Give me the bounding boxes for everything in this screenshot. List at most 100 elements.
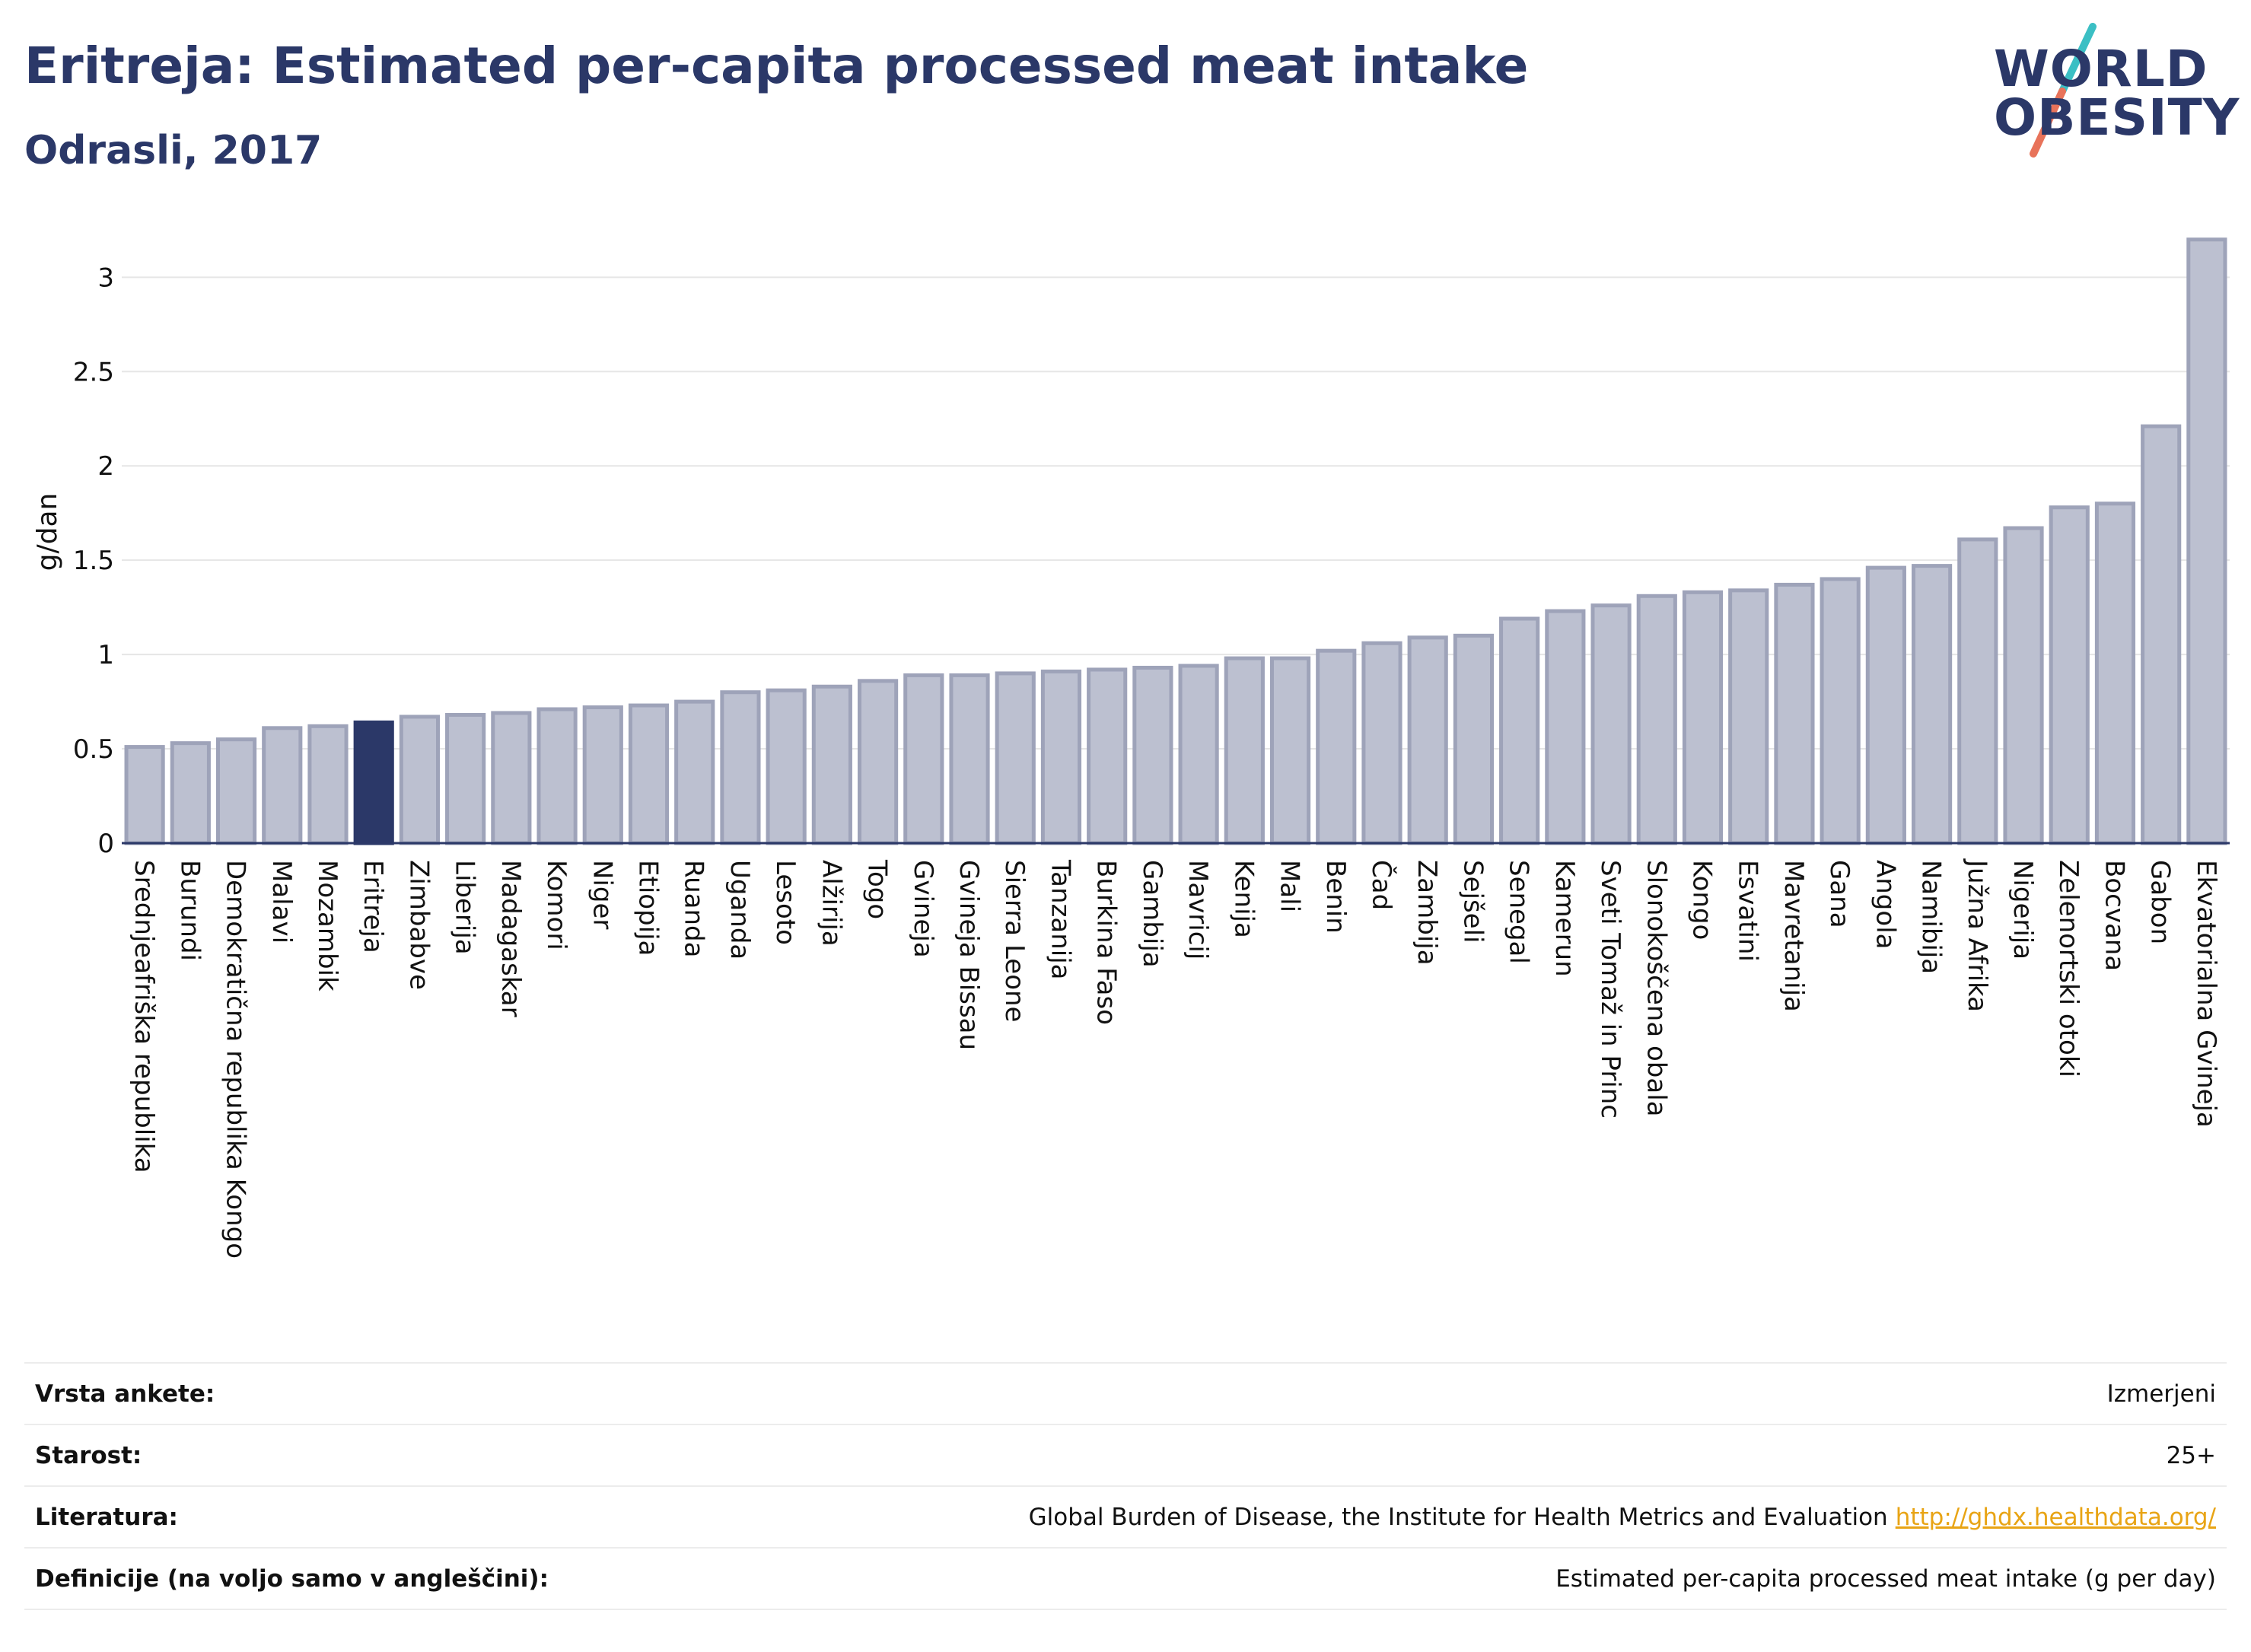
bar — [1774, 582, 1815, 845]
bar — [2186, 237, 2227, 845]
x-tick-label: Komori — [541, 860, 572, 950]
x-tick-label: Sierra Leone — [999, 860, 1030, 1022]
x-tick-label: Srednjeafriška republika — [129, 860, 159, 1173]
bar — [903, 673, 944, 845]
bar — [1865, 565, 1906, 845]
info-value: Izmerjeni — [2106, 1380, 2216, 1408]
bar — [2141, 424, 2182, 845]
bar — [1545, 609, 1586, 845]
world-obesity-logo[interactable]: WORLD OBESITY — [1979, 23, 2240, 160]
x-tick-label: Ruanda — [679, 860, 709, 957]
y-tick-label: 1 — [97, 640, 114, 670]
info-row-definition: Definicije (na voljo samo v angleščini):… — [24, 1549, 2227, 1610]
logo-line2: OBESITY — [1994, 88, 2240, 147]
info-value: 25+ — [2166, 1441, 2216, 1469]
bar — [2049, 505, 2090, 845]
bar — [1178, 664, 1219, 845]
x-tick-label: Zambija — [1412, 860, 1442, 966]
x-tick-label: Liberija — [450, 860, 480, 955]
x-tick-label: Senegal — [1504, 860, 1534, 964]
bar — [720, 690, 761, 845]
bar — [766, 688, 807, 845]
bar — [2003, 526, 2044, 845]
info-row-age: Starost: 25+ — [24, 1425, 2227, 1487]
bar — [2094, 501, 2136, 845]
y-axis-label: g/dan — [32, 493, 63, 571]
x-tick-label: Kamerun — [1549, 860, 1580, 977]
y-tick-label: 1.5 — [73, 546, 114, 576]
bar — [1361, 641, 1402, 845]
x-tick-label: Ekvatorialna Gvineja — [2191, 860, 2221, 1128]
info-table: Vrsta ankete: Izmerjeni Starost: 25+ Lit… — [24, 1362, 2227, 1610]
bar — [1316, 648, 1357, 845]
bar — [1590, 603, 1632, 845]
bar — [353, 720, 394, 845]
y-tick-label: 0.5 — [73, 734, 114, 765]
x-tick-label: Čad — [1366, 860, 1397, 910]
bar — [1912, 564, 1953, 845]
bar — [445, 712, 486, 845]
x-tick-label: Kongo — [1687, 860, 1718, 940]
info-label: Literatura: — [35, 1503, 178, 1531]
bar-chart: 0 0.5 1 1.5 2 2.5 3 g/dan Srednjeafriška republi… — [32, 237, 2230, 1259]
x-tick-label: Mavretanija — [1778, 860, 1809, 1012]
bar — [1453, 633, 1494, 845]
x-tick-label: Burundi — [174, 860, 205, 961]
info-source-value: Global Burden of Disease, the Institute … — [1029, 1504, 2216, 1531]
x-tick-label: Nigerija — [2007, 860, 2038, 960]
bar — [1682, 590, 1724, 845]
x-tick-label: Demokratična republika Kongo — [221, 860, 251, 1259]
info-row-survey: Vrsta ankete: Izmerjeni — [24, 1364, 2227, 1425]
x-tick-label: Alžirija — [816, 860, 846, 947]
x-tick-label: Eritreja — [358, 860, 388, 953]
x-tick-label: Sejšeli — [1457, 860, 1488, 943]
bar — [215, 737, 257, 845]
bar — [858, 679, 899, 845]
bar — [262, 726, 303, 845]
x-tick-label: Gabon — [2145, 860, 2176, 944]
bar — [811, 684, 852, 845]
bar — [1269, 656, 1311, 845]
info-label: Definicije (na voljo samo v angleščini): — [35, 1564, 549, 1593]
bar — [1040, 669, 1082, 845]
bar — [995, 671, 1036, 845]
x-tick-label: Mozambik — [312, 860, 342, 992]
x-tick-label: Mali — [1275, 860, 1305, 912]
x-tick-label: Etiopija — [633, 860, 664, 956]
x-tick-label: Južna Afrika — [1962, 858, 1992, 1012]
bar — [170, 741, 211, 845]
info-value: Estimated per-capita processed meat inta… — [1555, 1564, 2216, 1593]
source-link[interactable]: http://ghdx.healthdata.org/ — [1895, 1503, 2216, 1531]
x-tick-label: Esvatini — [1733, 860, 1763, 962]
x-tick-label: Lesoto — [770, 860, 801, 945]
x-tick-label: Zimbabve — [403, 860, 434, 990]
bar — [1087, 667, 1128, 845]
x-tick-label: Madagaskar — [495, 860, 526, 1017]
y-tick-label: 2 — [97, 451, 114, 482]
bar — [628, 703, 670, 845]
x-tick-label: Bocvana — [2099, 860, 2129, 971]
bar — [1636, 594, 1677, 845]
bar — [1499, 616, 1540, 845]
x-tick-label: Slonokoščena obala — [1641, 860, 1671, 1116]
bar — [307, 724, 349, 845]
bar — [949, 673, 990, 845]
y-tick-label: 3 — [97, 263, 114, 293]
bar — [582, 705, 623, 845]
info-label: Vrsta ankete: — [35, 1380, 215, 1408]
x-tick-label: Togo — [862, 859, 893, 919]
x-tick-label: Mavricij — [1183, 860, 1213, 960]
x-tick-label: Niger — [587, 860, 617, 929]
x-tick-label: Gana — [1824, 860, 1855, 928]
x-tick-label: Kenija — [1228, 860, 1259, 938]
chart-subtitle: Odrasli, 2017 — [24, 128, 323, 173]
x-tick-label: Tanzanija — [1045, 859, 1075, 979]
x-tick-label: Zelenortski otoki — [2053, 860, 2084, 1077]
x-tick-label: Gambija — [1137, 860, 1167, 968]
bar — [124, 745, 165, 845]
x-tick-label: Gvineja Bissau — [954, 860, 984, 1050]
bar — [1728, 588, 1769, 845]
bar — [491, 711, 532, 845]
info-value: Global Burden of Disease, the Institute … — [1028, 1503, 1888, 1531]
x-tick-label: Malavi — [266, 860, 297, 944]
